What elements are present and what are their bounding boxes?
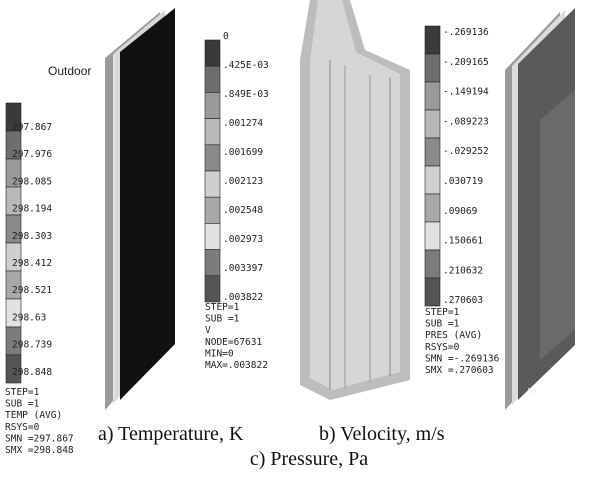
velocity-model: [300, 0, 410, 400]
legend-swatch: [204, 39, 221, 67]
legend-label: -.209165: [443, 57, 489, 68]
caption: c) Pressure, Pa: [250, 448, 368, 470]
legend-label: .003822: [223, 292, 263, 303]
legend-swatch: [204, 170, 221, 198]
info-line: SMN =297.867: [5, 433, 74, 444]
info-line: STEP=1: [205, 302, 240, 313]
legend-label: 298.63: [12, 312, 46, 323]
legend-label: .002973: [223, 234, 263, 245]
legend-swatch: [204, 144, 221, 172]
panel-title: Outdoor: [48, 64, 91, 78]
legend-label: 298.194: [12, 204, 52, 215]
legend-swatch: [204, 118, 221, 146]
legend-swatch: [204, 275, 221, 303]
legend-swatch: [424, 221, 441, 251]
legend-label: 298.412: [12, 258, 52, 269]
legend-swatch: [5, 354, 22, 384]
info-line: SMX =298.848: [5, 445, 74, 456]
legend-swatch: [424, 277, 441, 307]
legend-label: 0: [223, 31, 229, 42]
legend-label: .150661: [443, 236, 483, 247]
info-line: RSYS=0: [5, 422, 40, 433]
info-line: V: [205, 325, 211, 336]
legend-swatch: [204, 223, 221, 250]
info-line: SUB =1: [425, 319, 460, 330]
legend-swatch: [424, 109, 441, 139]
info-line: MIN=0: [205, 348, 234, 359]
legend-swatch: [424, 81, 441, 111]
legend-label: -.269136: [443, 27, 489, 38]
legend-label: .849E-03: [223, 89, 269, 100]
legend-label: -.149194: [443, 87, 489, 98]
legend-label: 298.521: [12, 285, 52, 296]
legend-label: .270603: [443, 295, 483, 306]
caption: a) Temperature, K: [98, 423, 244, 445]
legend-swatch: [424, 193, 441, 223]
info-line: SUB =1: [205, 314, 240, 325]
legend-label: .001699: [223, 147, 263, 158]
info-line: PRES (AVG): [425, 330, 482, 341]
info-line: RSYS=0: [425, 342, 460, 353]
legend-label: 298.303: [12, 231, 52, 242]
legend-label: .09069: [443, 206, 478, 217]
legend-label: .002123: [223, 176, 263, 187]
min-marker: MN: [528, 387, 536, 395]
legend-label: .425E-03: [223, 60, 269, 71]
legend-label: .003397: [223, 263, 263, 274]
info-line: STEP=1: [425, 307, 460, 318]
legend-label: 297.867: [12, 122, 52, 133]
legend-swatch: [204, 92, 221, 119]
legend-swatch: [424, 53, 441, 83]
info-line: TEMP (AVG): [5, 410, 62, 421]
caption: b) Velocity, m/s: [319, 423, 445, 445]
legend-swatch: [204, 196, 221, 224]
legend-swatch: [424, 25, 441, 55]
info-line: NODE=67631: [205, 337, 262, 348]
legend-label: .001274: [223, 118, 263, 129]
info-line: SMN =-.269136: [425, 353, 500, 364]
legend-swatch: [424, 165, 441, 195]
legend-swatch: [424, 249, 441, 279]
legend-label: .002548: [223, 205, 263, 216]
info-line: STEP=1: [5, 387, 40, 398]
legend-label: 298.739: [12, 340, 52, 351]
legend-label: 298.848: [12, 367, 52, 378]
info-line: SMX =.270603: [425, 365, 494, 376]
legend-label: .030719: [443, 176, 483, 187]
legend-swatch: [204, 249, 221, 277]
legend-label: -.029252: [443, 146, 489, 157]
temperature-model: [105, 8, 175, 410]
legend-label: 297.976: [12, 149, 52, 160]
legend-swatch: [204, 65, 221, 93]
legend-label: .210632: [443, 265, 483, 276]
pressure-model: [505, 8, 575, 410]
legend-label: 298.085: [12, 176, 52, 187]
info-line: MAX=.003822: [205, 360, 268, 371]
legend-swatch: [424, 137, 441, 167]
info-line: SUB =1: [5, 399, 40, 410]
legend-label: -.089223: [443, 116, 489, 127]
